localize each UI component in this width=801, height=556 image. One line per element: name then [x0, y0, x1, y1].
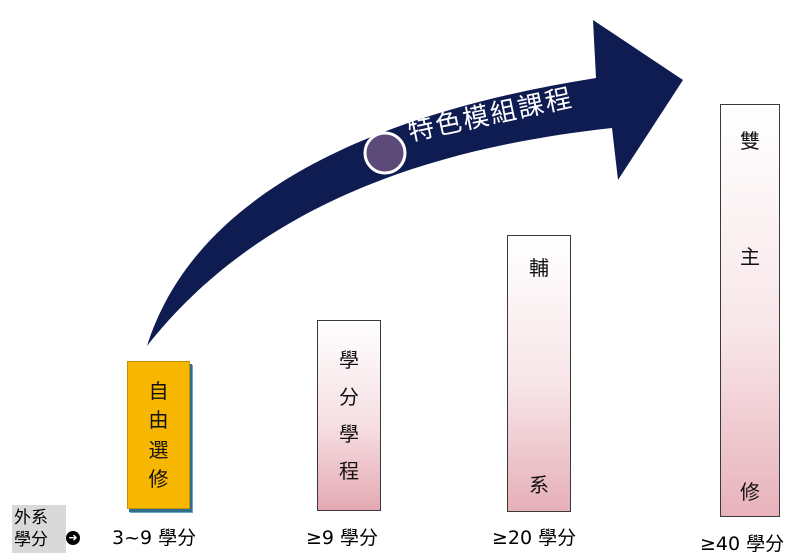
dept-credits-label: 外系 學分	[12, 505, 66, 553]
bar-minor: 輔 系	[507, 235, 571, 512]
arrow-right-circle-icon: ➜	[66, 531, 80, 545]
bar-char: 輔	[529, 256, 549, 280]
bar-char: 修	[148, 466, 169, 491]
caption-double-major: ≥40 學分	[700, 533, 785, 555]
bar-char: 系	[529, 473, 549, 497]
bar-double-major: 雙 主 修	[720, 104, 780, 517]
bar-char: 修	[740, 480, 760, 504]
bar-char: 程	[339, 459, 359, 483]
module-dot-icon	[363, 131, 407, 175]
caption-free-elective: 3~9 學分	[112, 527, 197, 549]
bar-free-elective: 自 由 選 修	[127, 361, 190, 509]
curved-arrow-shape	[147, 20, 683, 346]
bar-char: 學	[339, 348, 359, 372]
bar-char: 選	[148, 437, 169, 462]
bar-char: 主	[740, 244, 760, 269]
bar-char: 學	[339, 422, 359, 446]
dept-label-line1: 外系	[14, 508, 48, 528]
bar-char: 由	[148, 408, 169, 433]
bar-char: 雙	[740, 129, 760, 153]
bar-char: 自	[148, 379, 169, 404]
bar-char: 分	[339, 385, 359, 409]
caption-credit-program: ≥9 學分	[306, 527, 379, 549]
bar-credit-program: 學 分 學 程	[317, 320, 381, 511]
caption-minor: ≥20 學分	[492, 527, 577, 549]
dept-label-line2: 學分	[14, 530, 48, 550]
